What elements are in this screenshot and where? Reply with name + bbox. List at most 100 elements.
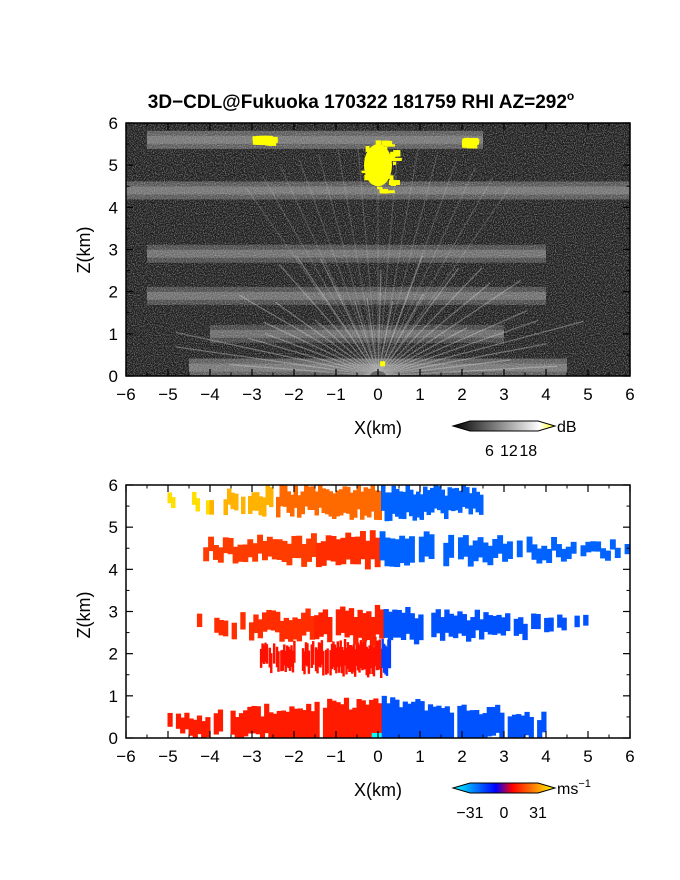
velocity-cell: [448, 613, 454, 637]
velocity-cell: [600, 548, 606, 559]
x-tick-label: 1: [415, 747, 424, 766]
saturated-speck: [375, 140, 382, 146]
velocity-cell: [240, 612, 246, 630]
velocity-cell: [330, 643, 334, 670]
velocity-cell: [433, 485, 438, 509]
velocity-cell: [348, 608, 355, 636]
velocity-cell: [286, 543, 293, 566]
velocity-cell: [443, 542, 450, 567]
velocity-cell: [223, 499, 228, 516]
velocity-cell: [360, 491, 365, 520]
velocity-cell: [259, 648, 263, 668]
velocity-cell: [238, 713, 245, 738]
velocity-cell: [551, 536, 557, 551]
velocity-cell: [492, 615, 498, 635]
y-tick-label: 2: [109, 645, 118, 664]
velocity-cell: [296, 618, 303, 642]
x-tick-label: −1: [326, 385, 345, 404]
velocity-cell: [306, 643, 309, 667]
x-tick-label: −1: [326, 747, 345, 766]
velocity-cell: [266, 536, 273, 557]
velocity-cell: [301, 710, 308, 738]
velocity-cell: [528, 716, 534, 738]
velocity-cell: [332, 641, 335, 668]
velocity-cell: [570, 541, 577, 554]
saturated-region: [364, 144, 392, 187]
velocity-cell: [310, 644, 313, 668]
velocity-cell: [206, 500, 211, 515]
velocity-cell: [348, 709, 354, 738]
velocity-cell: [500, 617, 507, 636]
velocity-cell: [440, 489, 445, 514]
velocity-cell: [283, 644, 286, 666]
velocity-cell: [339, 640, 342, 667]
velocity-cell: [277, 651, 280, 672]
velocity-cell: [444, 609, 450, 633]
velocity-cell: [447, 487, 452, 511]
velocity-cell: [261, 643, 264, 663]
velocity-cell: [423, 531, 430, 557]
y-tick-label: 5: [109, 156, 118, 175]
velocity-cell: [230, 492, 235, 510]
saturated-speck: [392, 161, 397, 165]
velocity-cell: [275, 646, 279, 668]
velocity-cell: [372, 647, 376, 677]
velocity-cell: [364, 704, 371, 738]
velocity-cell: [483, 612, 489, 632]
saturated-region: [253, 136, 268, 140]
y-tick-label: 1: [109, 687, 118, 706]
velocity-cell: [318, 612, 324, 637]
velocity-cell: [412, 494, 417, 521]
velocity-cell: [259, 716, 266, 738]
saturated-speck: [390, 157, 402, 161]
velocity-cell: [285, 711, 291, 738]
velocity-cell: [266, 609, 272, 630]
velocity-cell: [358, 644, 361, 673]
velocity-cell: [304, 485, 309, 507]
velocity-cell: [314, 615, 320, 640]
velocity-cell: [201, 721, 207, 738]
velocity-cell: [328, 491, 333, 517]
velocity-cell: [351, 646, 354, 674]
x-tick-label: 5: [583, 385, 592, 404]
velocity-cell: [217, 547, 224, 563]
velocity-cell: [316, 649, 319, 674]
x-tick-label: 4: [541, 385, 550, 404]
velocity-cell: [314, 701, 320, 738]
velocity-cell: [293, 708, 299, 738]
reflectivity-x-ticks: −6 −5 −4 −3 −2 −1 0 1 2 3 4 5 6: [116, 123, 635, 404]
velocity-cell: [209, 500, 214, 515]
velocity-cell: [252, 543, 259, 562]
velocity-cell: [305, 608, 311, 632]
colorbar-tick-label: 0: [500, 805, 509, 822]
ground-clutter-glow: [177, 321, 577, 376]
reflectivity-y-axis-label: Z(km): [74, 227, 94, 274]
velocity-cell: [208, 536, 214, 552]
velocity-cell: [388, 492, 393, 521]
velocity-cell: [271, 539, 278, 560]
x-tick-label: 0: [373, 385, 382, 404]
velocity-cell: [217, 709, 224, 732]
velocity-cell: [486, 706, 492, 737]
x-tick-label: −4: [200, 747, 219, 766]
velocity-cell: [279, 485, 284, 507]
velocity-cell: [257, 534, 263, 554]
velocity-cell: [311, 486, 316, 511]
velocity-cell: [377, 640, 380, 671]
velocity-cell: [379, 609, 385, 639]
velocity-cell: [262, 612, 268, 632]
velocity-cell: [387, 611, 394, 641]
velocity-cell: [283, 617, 290, 640]
velocity-cell: [390, 697, 396, 738]
velocity-cell: [388, 639, 392, 669]
velocity-cell: [375, 640, 379, 671]
velocity-cell: [292, 617, 298, 640]
velocity-cell: [546, 548, 553, 564]
velocity-cell: [595, 541, 602, 552]
velocity-cell: [293, 640, 296, 663]
velocity-cell: [332, 493, 337, 520]
velocity-cell: [338, 646, 341, 673]
velocity-cell: [507, 716, 513, 738]
velocity-cell: [326, 648, 329, 674]
